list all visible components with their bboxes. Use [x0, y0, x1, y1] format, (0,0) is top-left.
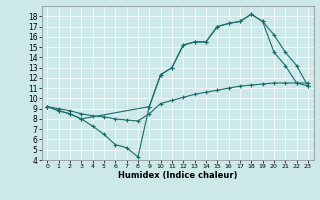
X-axis label: Humidex (Indice chaleur): Humidex (Indice chaleur) — [118, 171, 237, 180]
